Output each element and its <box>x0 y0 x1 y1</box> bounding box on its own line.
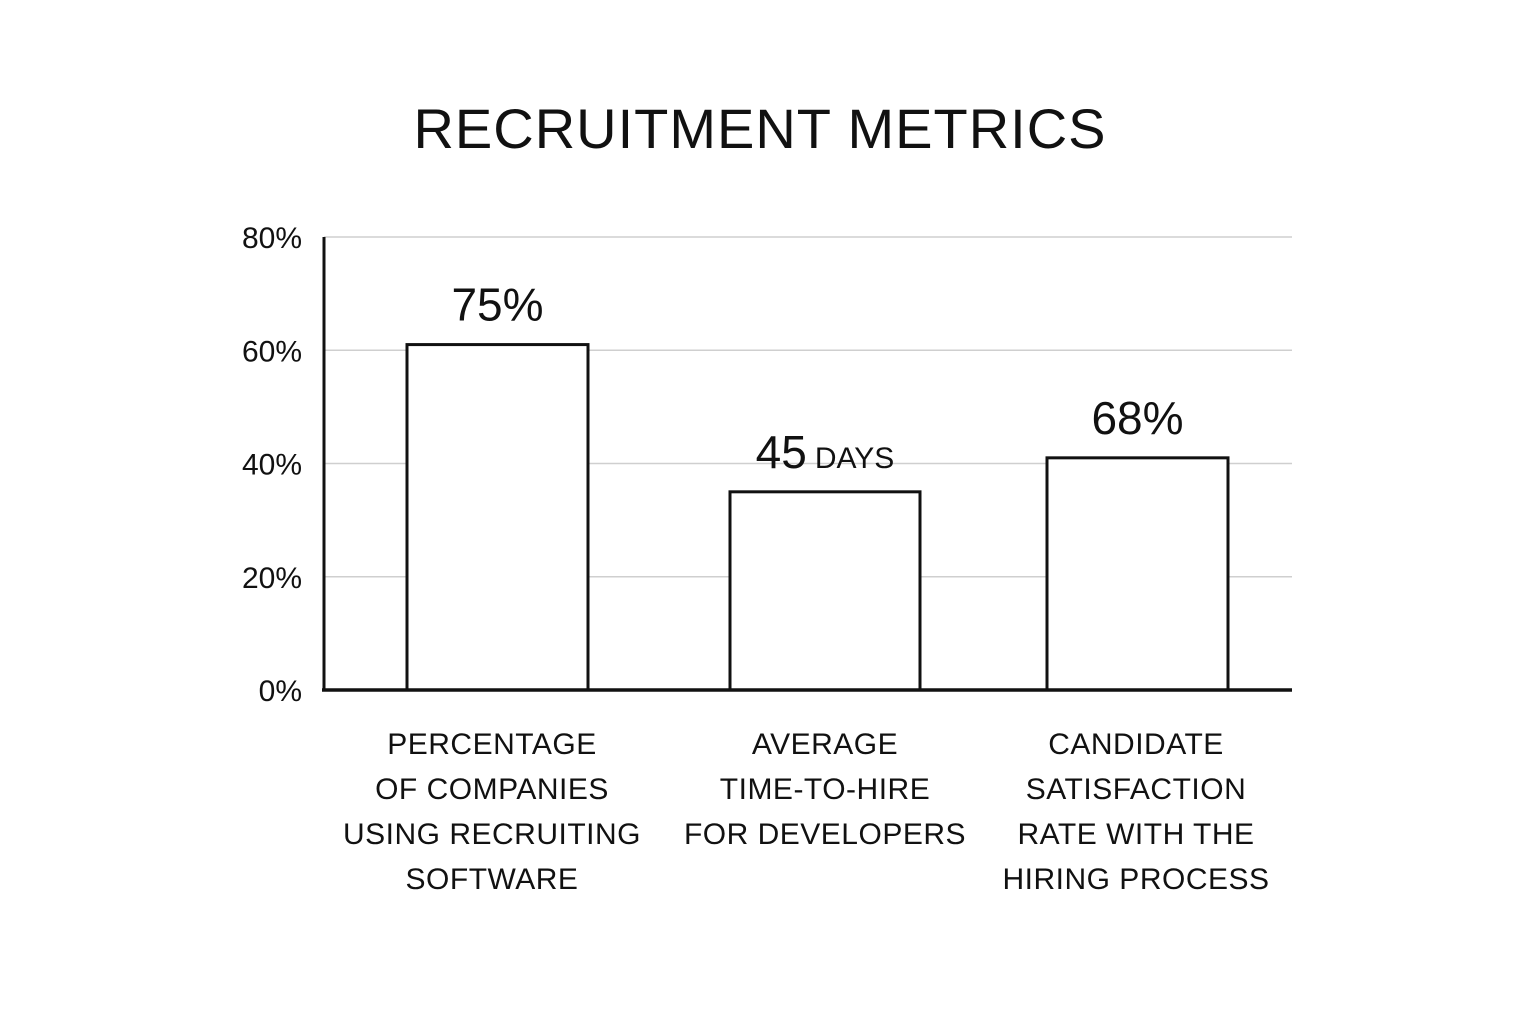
x-category-label: AVERAGE TIME-TO-HIRE FOR DEVELOPERS <box>655 722 995 857</box>
data-labels: 75% 45 DAYS 68% <box>451 279 1183 478</box>
bars <box>405 343 1230 692</box>
bar-value-label: 45 DAYS <box>756 426 895 478</box>
x-category-label-line: FOR DEVELOPERS <box>683 818 967 851</box>
x-category-label-line: SATISFACTION <box>1025 773 1247 806</box>
x-category-label-line: TIME-TO-HIRE <box>719 773 931 806</box>
chart-title: RECRUITMENT METRICS <box>413 97 1107 160</box>
x-category-label-line: RATE WITH THE <box>1017 818 1255 851</box>
bar-value-label: 68% <box>1091 392 1183 444</box>
y-tick-label: 80% <box>242 222 302 255</box>
x-category-label-line: AVERAGE <box>751 728 899 761</box>
y-tick-label: 40% <box>242 449 302 482</box>
bar <box>1045 456 1230 692</box>
y-tick-label: 0% <box>259 675 302 708</box>
x-category-label-line: CANDIDATE <box>1048 728 1224 761</box>
x-category-label-line: HIRING PROCESS <box>1002 863 1270 896</box>
bar <box>728 490 922 692</box>
y-axis-ticks: 0% 20% 40% 60% 80% <box>242 222 302 708</box>
y-tick-label: 20% <box>242 562 302 595</box>
y-tick-label: 60% <box>242 335 302 368</box>
x-category-label-line: OF COMPANIES <box>375 773 609 806</box>
x-category-label-line: SOFTWARE <box>405 863 579 896</box>
x-category-label-line: PERCENTAGE <box>387 728 597 761</box>
bar-value-label: 75% <box>451 279 543 331</box>
x-category-label: CANDIDATE SATISFACTION RATE WITH THE HIRING… <box>966 722 1306 902</box>
x-category-label: PERCENTAGE OF COMPANIES USING RECRUITING SO… <box>322 722 662 902</box>
x-category-label-line: USING RECRUITING <box>342 818 641 851</box>
bar <box>405 343 590 692</box>
